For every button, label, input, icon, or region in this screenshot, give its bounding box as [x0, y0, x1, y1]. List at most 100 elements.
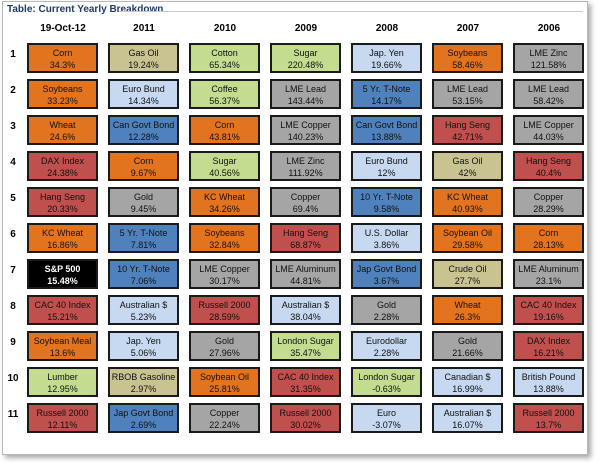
asset-name: Australian $: [119, 300, 168, 310]
column-headers: 19-Oct-12 2011 2010 2009 2008 2007 2006: [3, 23, 587, 37]
asset-name: Gold: [457, 336, 477, 346]
asset-name: Cotton: [211, 48, 238, 58]
asset-return: 19.16%: [533, 312, 564, 322]
asset-name: Corn: [52, 48, 73, 58]
asset-cell: Wheat 24.6%: [27, 115, 98, 145]
asset-name: Gold: [214, 336, 234, 346]
asset-cell: Hang Seng 42.71%: [432, 115, 503, 145]
asset-return: 16.86%: [47, 240, 78, 250]
asset-name: Russell 2000: [36, 408, 89, 418]
asset-cell: 5 Yr. T-Note 14.17%: [351, 79, 422, 109]
rank-label: 7: [10, 265, 16, 276]
asset-name: LME Copper: [523, 120, 574, 130]
table-row: 9 Soybean Meal 13.6% Jap. Yen 5.06% Gold 27.96…: [3, 326, 587, 362]
asset-return: 25.81%: [209, 384, 240, 394]
asset-cell: Lumber 12.95%: [27, 367, 98, 397]
asset-return: 44.03%: [533, 132, 564, 142]
asset-return: 58.46%: [452, 60, 483, 70]
asset-name: LME Lead: [284, 84, 327, 94]
asset-name: Soybeans: [42, 84, 83, 94]
table-row: 2 Soybeans 33.23% Euro Bund 14.34% Coffee 56.3…: [3, 74, 587, 110]
asset-cell: Canadian $ 16.99%: [432, 367, 503, 397]
asset-cell: Soybeans 33.23%: [27, 79, 98, 109]
asset-name: KC Wheat: [446, 192, 488, 202]
asset-return: 24.38%: [47, 168, 78, 178]
asset-name: RBOB Gasoline: [111, 372, 176, 382]
asset-return: 14.34%: [128, 96, 159, 106]
asset-cell: Gas Oil 19.24%: [108, 43, 179, 73]
asset-return: 40.56%: [209, 168, 240, 178]
asset-cell: Euro -3.07%: [351, 403, 422, 433]
asset-cell: Corn 9.67%: [108, 151, 179, 181]
asset-return: 30.02%: [290, 420, 321, 430]
asset-return: 5.06%: [130, 348, 157, 358]
asset-name: Lumber: [47, 372, 78, 382]
asset-name: Crude Oil: [448, 264, 487, 274]
asset-cell: Corn 34.3%: [27, 43, 98, 73]
asset-return: 27.7%: [454, 276, 481, 286]
asset-cell: Jap Govt Bond 2.69%: [108, 403, 179, 433]
asset-cell: Hang Seng 20.33%: [27, 187, 98, 217]
asset-name: Euro Bund: [122, 84, 165, 94]
column-header: 2011: [133, 23, 155, 34]
asset-name: 5 Yr. T-Note: [119, 228, 168, 238]
asset-return: 111.92%: [288, 168, 323, 178]
asset-cell: LME Lead 143.44%: [270, 79, 341, 109]
asset-return: 34.3%: [49, 60, 76, 70]
asset-cell: London Sugar 35.47%: [270, 331, 341, 361]
asset-name: Canadian $: [444, 372, 491, 382]
asset-return: 2.97%: [130, 384, 157, 394]
asset-cell: Hang Seng 40.4%: [513, 151, 584, 181]
asset-cell: Sugar 220.48%: [270, 43, 341, 73]
asset-return: 24.6%: [49, 132, 76, 142]
asset-name: Russell 2000: [198, 300, 251, 310]
asset-return: 40.4%: [535, 168, 562, 178]
asset-name: Soybeans: [204, 228, 245, 238]
column-header: 19-Oct-12: [40, 23, 86, 34]
asset-name: Copper: [209, 408, 240, 418]
asset-return: 121.58%: [530, 60, 567, 70]
asset-name: Can Govt Bond: [112, 120, 175, 130]
asset-return: 15.48%: [47, 276, 78, 286]
asset-return: 12%: [377, 168, 396, 178]
asset-return: 16.21%: [533, 348, 564, 358]
asset-name: Corn: [538, 228, 559, 238]
asset-name: Hang Seng: [39, 192, 86, 202]
table-row: 5 Hang Seng 20.33% Gold 9.45% KC Wheat 34.26% C…: [3, 182, 587, 218]
asset-return: 42%: [458, 168, 477, 178]
asset-cell: CAC 40 Index 15.21%: [27, 295, 98, 325]
asset-return: 7.81%: [130, 240, 157, 250]
asset-cell: Gold 27.96%: [189, 331, 260, 361]
asset-return: 7.06%: [130, 276, 157, 286]
asset-name: KC Wheat: [203, 192, 245, 202]
asset-cell: Crude Oil 27.7%: [432, 259, 503, 289]
asset-name: 10 Yr. T-Note: [360, 192, 413, 202]
asset-return: 58.42%: [533, 96, 564, 106]
asset-name: LME Aluminum: [518, 264, 579, 274]
asset-name: Soybean Oil: [442, 228, 493, 238]
asset-return: 2.28%: [373, 348, 400, 358]
table-title: Table: Current Yearly Breakdown: [7, 4, 164, 15]
asset-cell: Corn 43.81%: [189, 115, 260, 145]
asset-name: Copper: [290, 192, 321, 202]
asset-return: 16.07%: [452, 420, 483, 430]
asset-cell: Gold 21.66%: [432, 331, 503, 361]
asset-return: -3.07%: [372, 420, 401, 430]
rank-label: 9: [10, 337, 16, 348]
asset-return: 65.34%: [209, 60, 240, 70]
asset-name: Hang Seng: [282, 228, 329, 238]
asset-cell: Hang Seng 68.87%: [270, 223, 341, 253]
asset-cell: Soybean Meal 13.6%: [27, 331, 98, 361]
asset-return: 28.59%: [209, 312, 240, 322]
asset-return: 9.67%: [130, 168, 157, 178]
asset-cell: Russell 2000 28.59%: [189, 295, 260, 325]
asset-name: U.S. Dollar: [364, 228, 409, 238]
asset-return: 68.87%: [290, 240, 321, 250]
asset-name: Jap. Yen: [126, 336, 161, 346]
asset-return: 3.67%: [373, 276, 400, 286]
asset-return: 33.23%: [47, 96, 78, 106]
asset-cell: KC Wheat 40.93%: [432, 187, 503, 217]
asset-return: 20.33%: [47, 204, 78, 214]
asset-return: 34.26%: [209, 204, 240, 214]
asset-name: Soybeans: [447, 48, 488, 58]
